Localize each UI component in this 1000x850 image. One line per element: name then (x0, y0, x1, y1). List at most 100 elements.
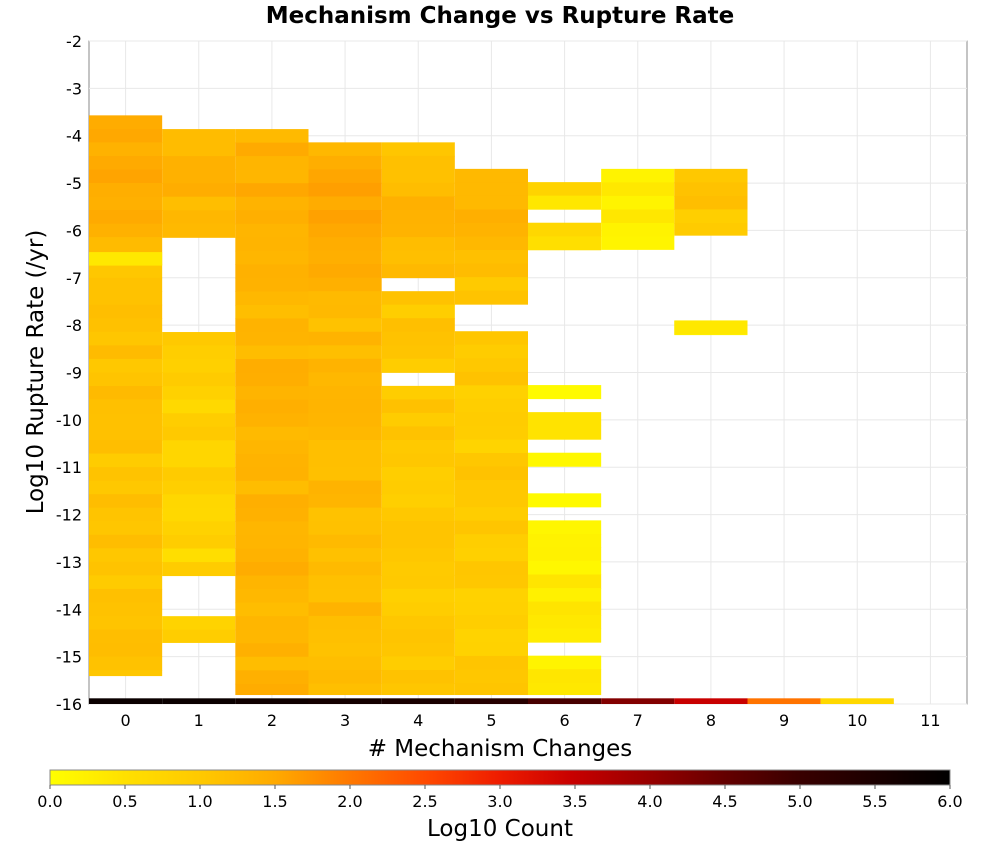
heatmap-cell (89, 494, 163, 509)
heatmap-cell (308, 575, 382, 590)
heatmap-cell (89, 304, 163, 319)
heatmap-cell (235, 562, 309, 577)
heatmap-cell (454, 507, 528, 522)
heatmap-cell (89, 264, 163, 279)
heatmap-cell (454, 480, 528, 495)
heatmap-cell (162, 359, 236, 374)
heatmap-cell (308, 250, 382, 265)
y-tick-label: -13 (56, 553, 82, 572)
heatmap-cell (235, 534, 309, 550)
heatmap-cell (235, 169, 309, 184)
heatmap-cell (454, 371, 528, 386)
heatmap-cell (89, 440, 163, 455)
heatmap-cell-bottom-row (454, 698, 528, 704)
colorbar-tick-label: 1.0 (187, 792, 212, 811)
y-tick-labels: -2 -3 -4 -5 -6 -7 -8 -9 -10 -11 -12 -13 -14 -15 -16 (56, 32, 82, 714)
heatmap-cell (235, 521, 309, 536)
heatmap-cell (235, 142, 309, 157)
heatmap-cell (235, 683, 309, 696)
heatmap-cell (308, 670, 382, 685)
heatmap-cell (601, 168, 675, 183)
heatmap-cell (308, 331, 382, 346)
heatmap-cell (89, 480, 163, 495)
heatmap-cell (235, 156, 309, 171)
heatmap-cell (454, 344, 528, 359)
heatmap-cell (528, 452, 602, 467)
heatmap-cell (528, 655, 602, 670)
heatmap-cell (454, 669, 528, 684)
heatmap-cell (162, 521, 236, 536)
heatmap-cell (89, 183, 163, 198)
heatmap-cell (235, 264, 309, 279)
heatmap-cell (454, 683, 528, 696)
heatmap-cell (308, 440, 382, 455)
heatmap-cell (89, 196, 163, 211)
x-tick-label: 7 (633, 711, 643, 730)
heatmap-cell (89, 385, 163, 400)
heatmap-cell (235, 589, 309, 604)
heatmap-cell-bottom-row (235, 698, 309, 704)
heatmap-cell (308, 169, 382, 184)
heatmap-cell (454, 615, 528, 630)
y-tick-label: -14 (56, 600, 82, 619)
heatmap-cell (235, 467, 309, 482)
heatmap-cell (381, 602, 455, 617)
heatmap-cell (308, 399, 382, 414)
heatmap-cell-bottom-row (381, 698, 455, 704)
heatmap-cell (89, 252, 163, 266)
heatmap-cell (601, 195, 675, 210)
heatmap-cell (162, 399, 236, 414)
heatmap-cell (308, 318, 382, 333)
x-tick-label: 1 (194, 711, 204, 730)
heatmap-cell-bottom-row (308, 698, 382, 704)
heatmap-cell-bottom-row (601, 698, 675, 704)
heatmap-cell (89, 237, 163, 252)
heatmap-cell-bottom-row (89, 698, 163, 704)
heatmap-cell (308, 155, 382, 170)
heatmap-cell (162, 453, 236, 468)
heatmap-cell (162, 332, 236, 347)
heatmap-cell (308, 426, 382, 441)
heatmap-cell (235, 670, 309, 685)
heatmap-cell (454, 466, 528, 481)
heatmap-cell (381, 507, 455, 522)
heatmap-cell (381, 304, 455, 319)
heatmap-cell (454, 209, 528, 224)
colorbar-tick-label: 5.5 (862, 792, 887, 811)
heatmap-cell (308, 209, 382, 225)
heatmap-cell (308, 196, 382, 211)
heatmap-cell (454, 601, 528, 616)
heatmap-cell (454, 655, 528, 670)
heatmap-cell (454, 412, 528, 427)
y-tick-label: -2 (66, 32, 82, 51)
heatmap-cell (454, 588, 528, 603)
heatmap-cell (89, 643, 163, 658)
heatmap-cell (381, 683, 455, 696)
colorbar (49, 769, 951, 786)
x-tick-label: 0 (120, 711, 130, 730)
heatmap-cell (454, 168, 528, 183)
heatmap-cell (454, 425, 528, 440)
heatmap-cell (528, 385, 602, 400)
heatmap-cell (601, 222, 675, 238)
x-tick-label: 11 (920, 711, 940, 730)
heatmap-cell (454, 547, 528, 562)
heatmap-cell (454, 439, 528, 454)
heatmap-cell (528, 588, 602, 603)
heatmap-cell (235, 359, 309, 374)
y-tick-label: -16 (56, 695, 82, 714)
chart-title: Mechanism Change vs Rupture Rate (266, 3, 735, 29)
heatmap-cell (308, 223, 382, 238)
heatmap-cell (308, 345, 382, 360)
heatmap-cell (162, 142, 236, 157)
heatmap-cell (89, 169, 163, 184)
heatmap-cell (308, 602, 382, 617)
heatmap-cell (381, 237, 455, 252)
heatmap-cell (162, 467, 236, 482)
heatmap-cell (381, 467, 455, 482)
heatmap-cell (601, 182, 675, 197)
heatmap-cell (89, 358, 163, 373)
y-axis-label: Log10 Rupture Rate (/yr) (23, 230, 49, 515)
heatmap-cell (235, 413, 309, 428)
heatmap-cell (528, 574, 602, 589)
